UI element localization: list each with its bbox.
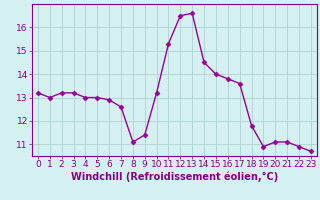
X-axis label: Windchill (Refroidissement éolien,°C): Windchill (Refroidissement éolien,°C) <box>71 172 278 182</box>
